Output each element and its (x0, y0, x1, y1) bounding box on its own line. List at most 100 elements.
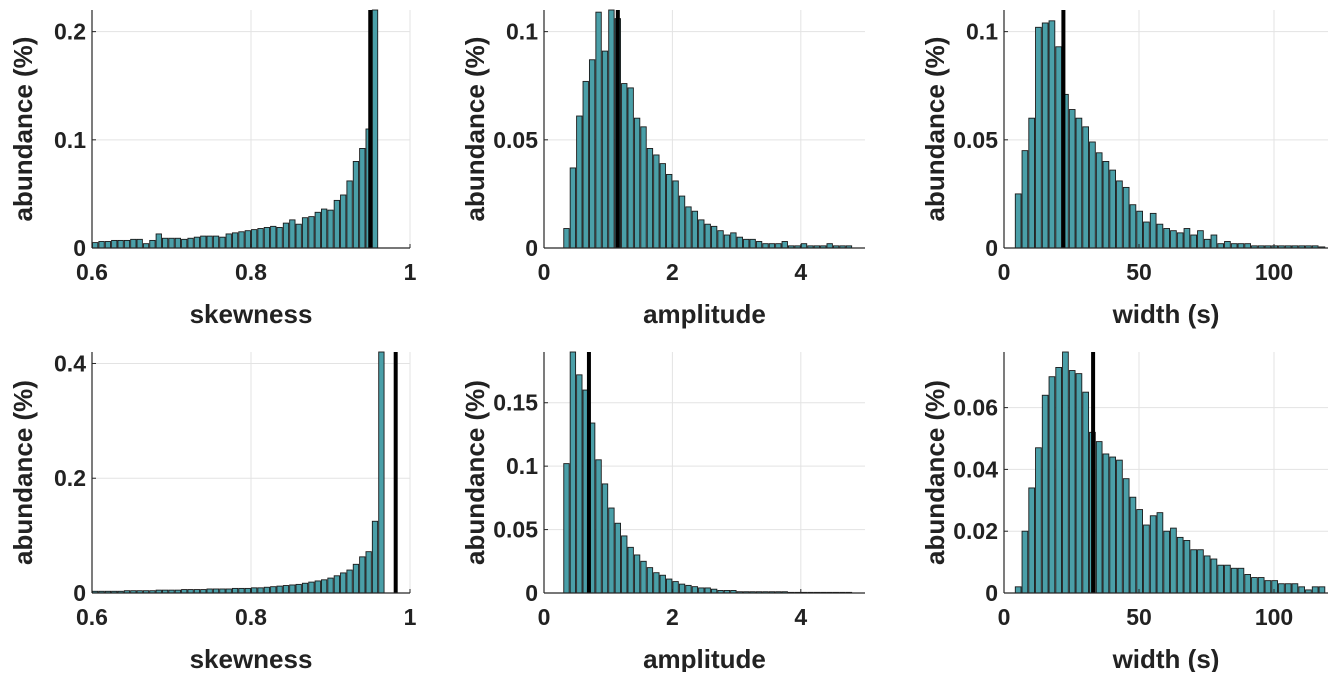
histogram-bar (1156, 223, 1164, 249)
histogram-bar (378, 351, 385, 594)
histogram-bar (768, 243, 776, 249)
x-axis-label: width (s) (1112, 644, 1220, 672)
histogram-bar (289, 219, 296, 249)
histogram-bar (1143, 524, 1150, 594)
histogram-bar (301, 582, 309, 594)
histogram-bar (314, 211, 321, 249)
histogram-bar (321, 579, 328, 594)
histogram-bar (1224, 241, 1231, 249)
x-tick-label: 0.6 (76, 259, 108, 285)
histogram-bar (231, 587, 239, 594)
histogram-bar (1116, 459, 1123, 594)
histogram-bar (1197, 549, 1204, 594)
histogram-bar (717, 230, 724, 249)
histogram-bar (206, 235, 213, 249)
x-tick-label: 0.8 (235, 604, 267, 630)
x-tick-label: 0 (998, 604, 1011, 630)
histogram-bar (704, 587, 711, 594)
histogram-bar (1311, 586, 1319, 594)
histogram-bar (1244, 574, 1252, 594)
histogram-bar (608, 507, 615, 594)
histogram-bar (1102, 453, 1110, 594)
y-axis-label: abundance (%) (8, 37, 38, 222)
histogram-panel-6: 0 50 100 0 0.02 0.04 0.06 width (s) abundance (%… (920, 351, 1328, 674)
y-tick-label: 0.05 (493, 127, 538, 153)
histogram-bar (1176, 232, 1184, 249)
histogram-panel-2: 0 2 4 0 0.05 0.1 amplitude abundance (%) (460, 9, 865, 329)
histogram-bar (321, 208, 328, 249)
histogram-bar (270, 586, 277, 594)
histogram-bar (749, 238, 756, 249)
histogram-bar (1284, 583, 1292, 594)
histogram-bar (1014, 586, 1022, 594)
histogram-bar (1048, 376, 1056, 594)
histogram-bar (1149, 212, 1157, 249)
histogram-bar (340, 572, 347, 594)
histogram-bar (1028, 487, 1036, 594)
histogram-bar (1163, 228, 1171, 249)
histogram-bar (563, 463, 570, 594)
histogram-bar (1035, 447, 1042, 594)
histogram-bar (1021, 150, 1029, 249)
histogram-bar (1203, 555, 1211, 594)
histogram-bar (1257, 577, 1265, 594)
histogram-bar (614, 522, 621, 594)
histogram-bar (646, 567, 654, 594)
histogram-bar (800, 243, 808, 249)
y-tick-label: 0.15 (493, 390, 538, 416)
histogram-bar (1109, 169, 1117, 249)
histogram-bar (1095, 152, 1103, 249)
histogram-bar (627, 546, 634, 594)
histogram-bar (174, 237, 181, 249)
histogram-bar (691, 586, 699, 594)
histogram-bar (672, 180, 679, 249)
x-tick-label: 50 (1126, 604, 1152, 630)
histogram-bar (333, 575, 340, 594)
histogram-bar (1318, 586, 1326, 594)
histogram-bar (1129, 204, 1137, 249)
x-tick-label: 0.8 (235, 259, 267, 285)
histogram-bar (98, 241, 105, 249)
histogram-bar (225, 588, 232, 594)
y-axis-label: abundance (%) (8, 380, 38, 565)
histogram-bar (308, 581, 315, 594)
histogram-bar (162, 237, 169, 249)
histogram-bar (257, 228, 264, 249)
histogram-bar (1075, 373, 1083, 594)
histogram-bar (1271, 580, 1279, 594)
x-tick-label: 4 (794, 604, 807, 630)
histogram-bar (1035, 26, 1042, 249)
histogram-bar (130, 238, 137, 249)
histogram-bar (678, 195, 686, 249)
y-tick-label: 0.02 (953, 518, 998, 544)
y-tick-label: 0.1 (506, 453, 538, 479)
histogram-bar (640, 560, 647, 594)
y-tick-label: 0.04 (953, 456, 998, 482)
histogram-bar (621, 535, 628, 594)
histogram-bar (212, 235, 220, 249)
histogram-bar (633, 554, 641, 594)
histogram-bar (710, 225, 718, 249)
histogram-bar (111, 239, 118, 249)
histogram-bar (371, 520, 379, 594)
y-tick-label: 0.1 (506, 19, 538, 45)
histogram-bar (1170, 230, 1177, 249)
histogram-bar (238, 231, 245, 249)
histogram-bar (1068, 370, 1076, 594)
histogram-bar (666, 173, 673, 249)
histogram-bar (200, 235, 207, 249)
x-axis-label: amplitude (643, 299, 766, 329)
histogram-bar (276, 585, 283, 594)
y-tick-label: 0 (73, 235, 86, 261)
histogram-bar (1217, 564, 1225, 594)
y-axis-label: abundance (%) (460, 37, 490, 222)
y-tick-label: 0.4 (54, 350, 86, 376)
histogram-bar (276, 226, 283, 249)
histogram-bar (659, 574, 666, 594)
histogram-bar (257, 587, 264, 594)
histogram-bar (601, 483, 609, 594)
histogram-bar (743, 238, 750, 249)
histogram-bar (352, 563, 360, 594)
histogram-bar (601, 50, 609, 249)
